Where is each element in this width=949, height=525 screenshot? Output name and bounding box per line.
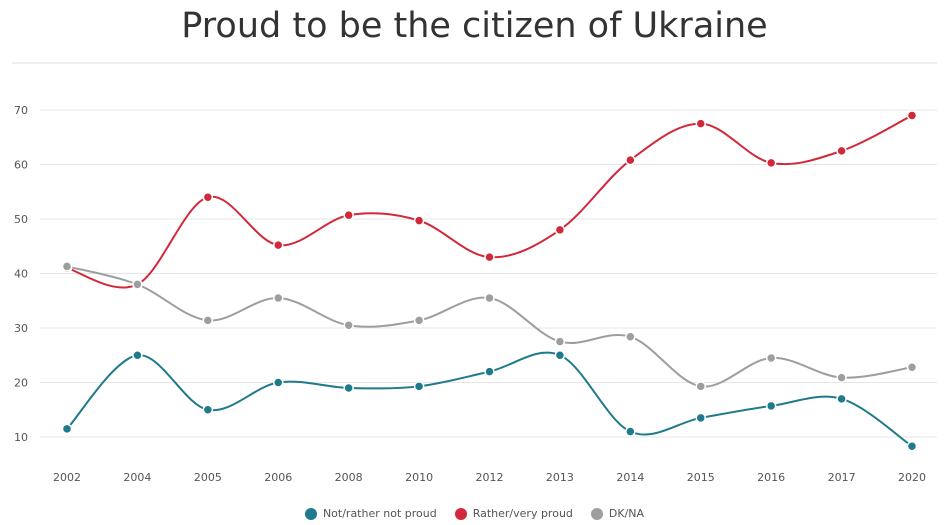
x-tick-label: 2014	[616, 471, 644, 484]
x-tick-label: 2010	[405, 471, 433, 484]
data-point	[132, 279, 143, 290]
data-point	[343, 320, 354, 331]
legend-item: DK/NA	[590, 507, 645, 520]
data-point	[625, 426, 636, 437]
data-point	[765, 352, 777, 364]
data-point	[554, 224, 566, 236]
y-tick-label: 60	[14, 159, 28, 172]
y-tick-label: 40	[14, 268, 28, 281]
data-point	[695, 412, 706, 424]
data-point	[554, 336, 566, 347]
x-tick-label: 2013	[546, 471, 574, 484]
y-axis-tick-labels: 10 20 30 40 50 60 70	[14, 104, 28, 444]
legend-item: Rather/very proud	[454, 507, 573, 520]
data-point	[202, 315, 214, 326]
y-tick-label: 50	[14, 213, 28, 226]
data-point	[61, 423, 73, 435]
data-point	[554, 350, 566, 361]
data-point	[61, 261, 73, 272]
data-point	[273, 239, 284, 251]
data-point	[343, 209, 354, 221]
y-tick-label: 10	[14, 431, 28, 444]
x-tick-label: 2012	[476, 471, 504, 484]
data-point	[765, 400, 777, 412]
legend-swatch	[304, 507, 317, 520]
legend-label: DK/NA	[608, 507, 645, 520]
data-point	[413, 215, 425, 226]
legend-swatch	[454, 507, 467, 520]
series-points	[61, 110, 918, 452]
legend-swatch	[590, 507, 603, 520]
x-tick-label: 2008	[335, 471, 363, 484]
x-tick-label: 2020	[898, 471, 926, 484]
data-point	[765, 157, 777, 169]
data-point	[413, 315, 425, 326]
series-line	[66, 114, 913, 289]
data-point	[413, 381, 425, 392]
x-tick-label: 2017	[828, 471, 856, 484]
data-point	[273, 377, 284, 388]
data-point	[695, 381, 706, 392]
data-point	[484, 251, 495, 263]
data-point	[695, 118, 706, 129]
data-point	[625, 331, 636, 342]
x-tick-label: 2016	[757, 471, 785, 484]
data-point	[273, 292, 284, 304]
x-tick-label: 2006	[264, 471, 292, 484]
data-point	[202, 404, 214, 415]
title-divider	[12, 62, 937, 64]
legend-item: Not/rather not proud	[304, 507, 437, 520]
y-tick-label: 30	[14, 322, 28, 335]
data-point	[906, 441, 918, 452]
data-point	[836, 145, 847, 157]
data-point	[906, 110, 918, 121]
data-point	[906, 361, 918, 373]
y-tick-label: 20	[14, 377, 28, 390]
legend-label: Not/rather not proud	[322, 507, 437, 520]
data-point	[625, 154, 636, 166]
x-tick-label: 2005	[194, 471, 222, 484]
data-point	[836, 393, 847, 405]
legend: Not/rather not proud Rather/very proud DK/…	[0, 507, 949, 520]
series-lines	[66, 114, 913, 448]
data-point	[836, 372, 847, 383]
chart-title: Proud to be the citizen of Ukraine	[181, 6, 768, 46]
data-point	[484, 292, 495, 304]
data-point	[202, 191, 214, 203]
data-point	[132, 350, 143, 361]
x-tick-label: 2004	[123, 471, 151, 484]
legend-label: Rather/very proud	[472, 507, 573, 520]
x-tick-label: 2002	[53, 471, 81, 484]
y-tick-label: 70	[14, 104, 28, 117]
data-point	[484, 366, 495, 377]
x-tick-label: 2015	[687, 471, 715, 484]
data-point	[343, 382, 354, 394]
grid-lines	[40, 109, 937, 438]
x-axis-tick-labels: 2002 2004 2005 2006 2008 2010 2012 2013 2014 2015…	[53, 471, 926, 484]
